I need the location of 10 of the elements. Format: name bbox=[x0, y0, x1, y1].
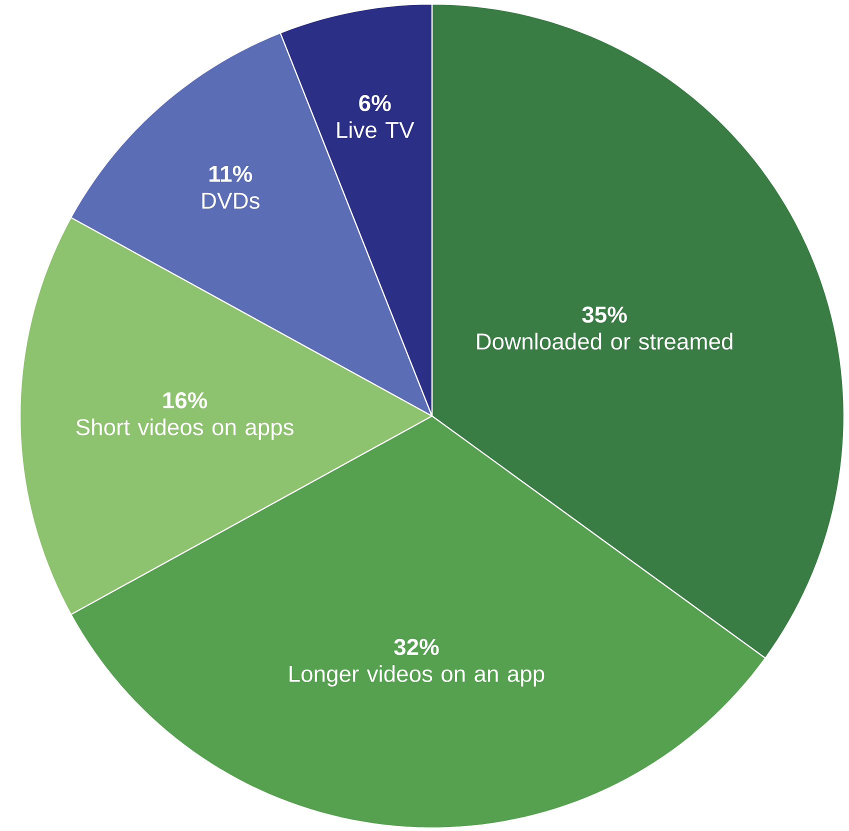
slice-label: Downloaded or streamed bbox=[477, 332, 732, 350]
slice-label: Longer videos on an app bbox=[290, 665, 544, 687]
data-label: 16% bbox=[163, 392, 208, 408]
data-label: 32% bbox=[394, 638, 439, 656]
slice-label: Live TV bbox=[337, 121, 414, 138]
data-label: 35% bbox=[582, 306, 627, 323]
data-label: 6% bbox=[359, 94, 391, 112]
data-label: 11% bbox=[210, 166, 252, 182]
slice-label: DVDs bbox=[202, 192, 260, 209]
slice-label: Short videos on apps bbox=[76, 418, 294, 440]
